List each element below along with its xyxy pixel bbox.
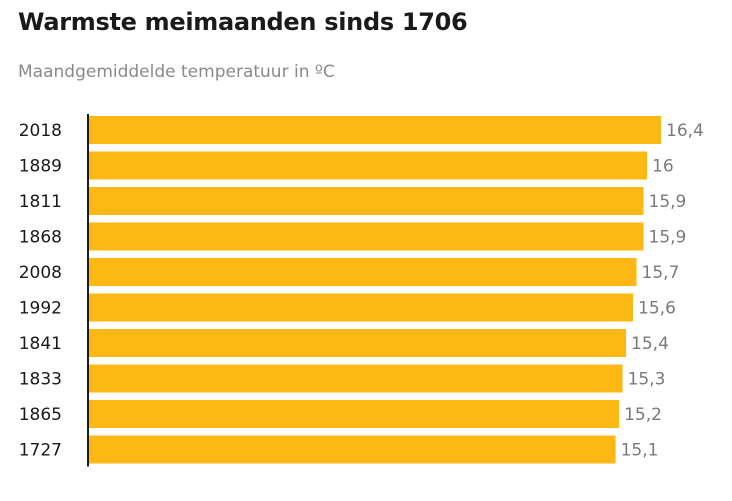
category-label-1865: 1865 [19,405,62,425]
bar-1868 [88,222,644,251]
bar-1833 [88,364,623,393]
chart-subtitle: Maandgemiddelde temperatuur in ºC [18,62,335,82]
value-label-1865: 15,2 [624,405,662,425]
bar-1992 [88,293,634,322]
category-label-1833: 1833 [19,370,62,390]
chart-title: Warmste meimaanden sinds 1706 [18,8,468,36]
value-label-2008: 15,7 [642,263,680,283]
value-label-2018: 16,4 [666,121,704,141]
bar-2018 [88,116,661,144]
value-label-1727: 15,1 [621,441,659,461]
category-label-1841: 1841 [19,334,62,354]
category-label-2018: 2018 [19,121,62,141]
category-label-2008: 2008 [19,263,62,283]
value-label-1889: 16 [652,157,674,177]
category-label-1889: 1889 [19,157,62,177]
value-label-1811: 15,9 [649,192,687,212]
category-label-1992: 1992 [19,299,62,319]
value-label-1841: 15,4 [631,334,669,354]
bar-1841 [88,329,627,357]
category-label-1727: 1727 [19,441,62,461]
bar-1727 [88,435,616,464]
bar-1811 [88,187,644,215]
bar-1889 [88,151,648,180]
bar-1865 [88,400,620,428]
category-label-1811: 1811 [19,192,62,212]
value-label-1833: 15,3 [628,370,666,390]
value-label-1992: 15,6 [638,299,676,319]
bar-2008 [88,258,637,286]
value-label-1868: 15,9 [649,228,687,248]
category-label-1868: 1868 [19,228,62,248]
